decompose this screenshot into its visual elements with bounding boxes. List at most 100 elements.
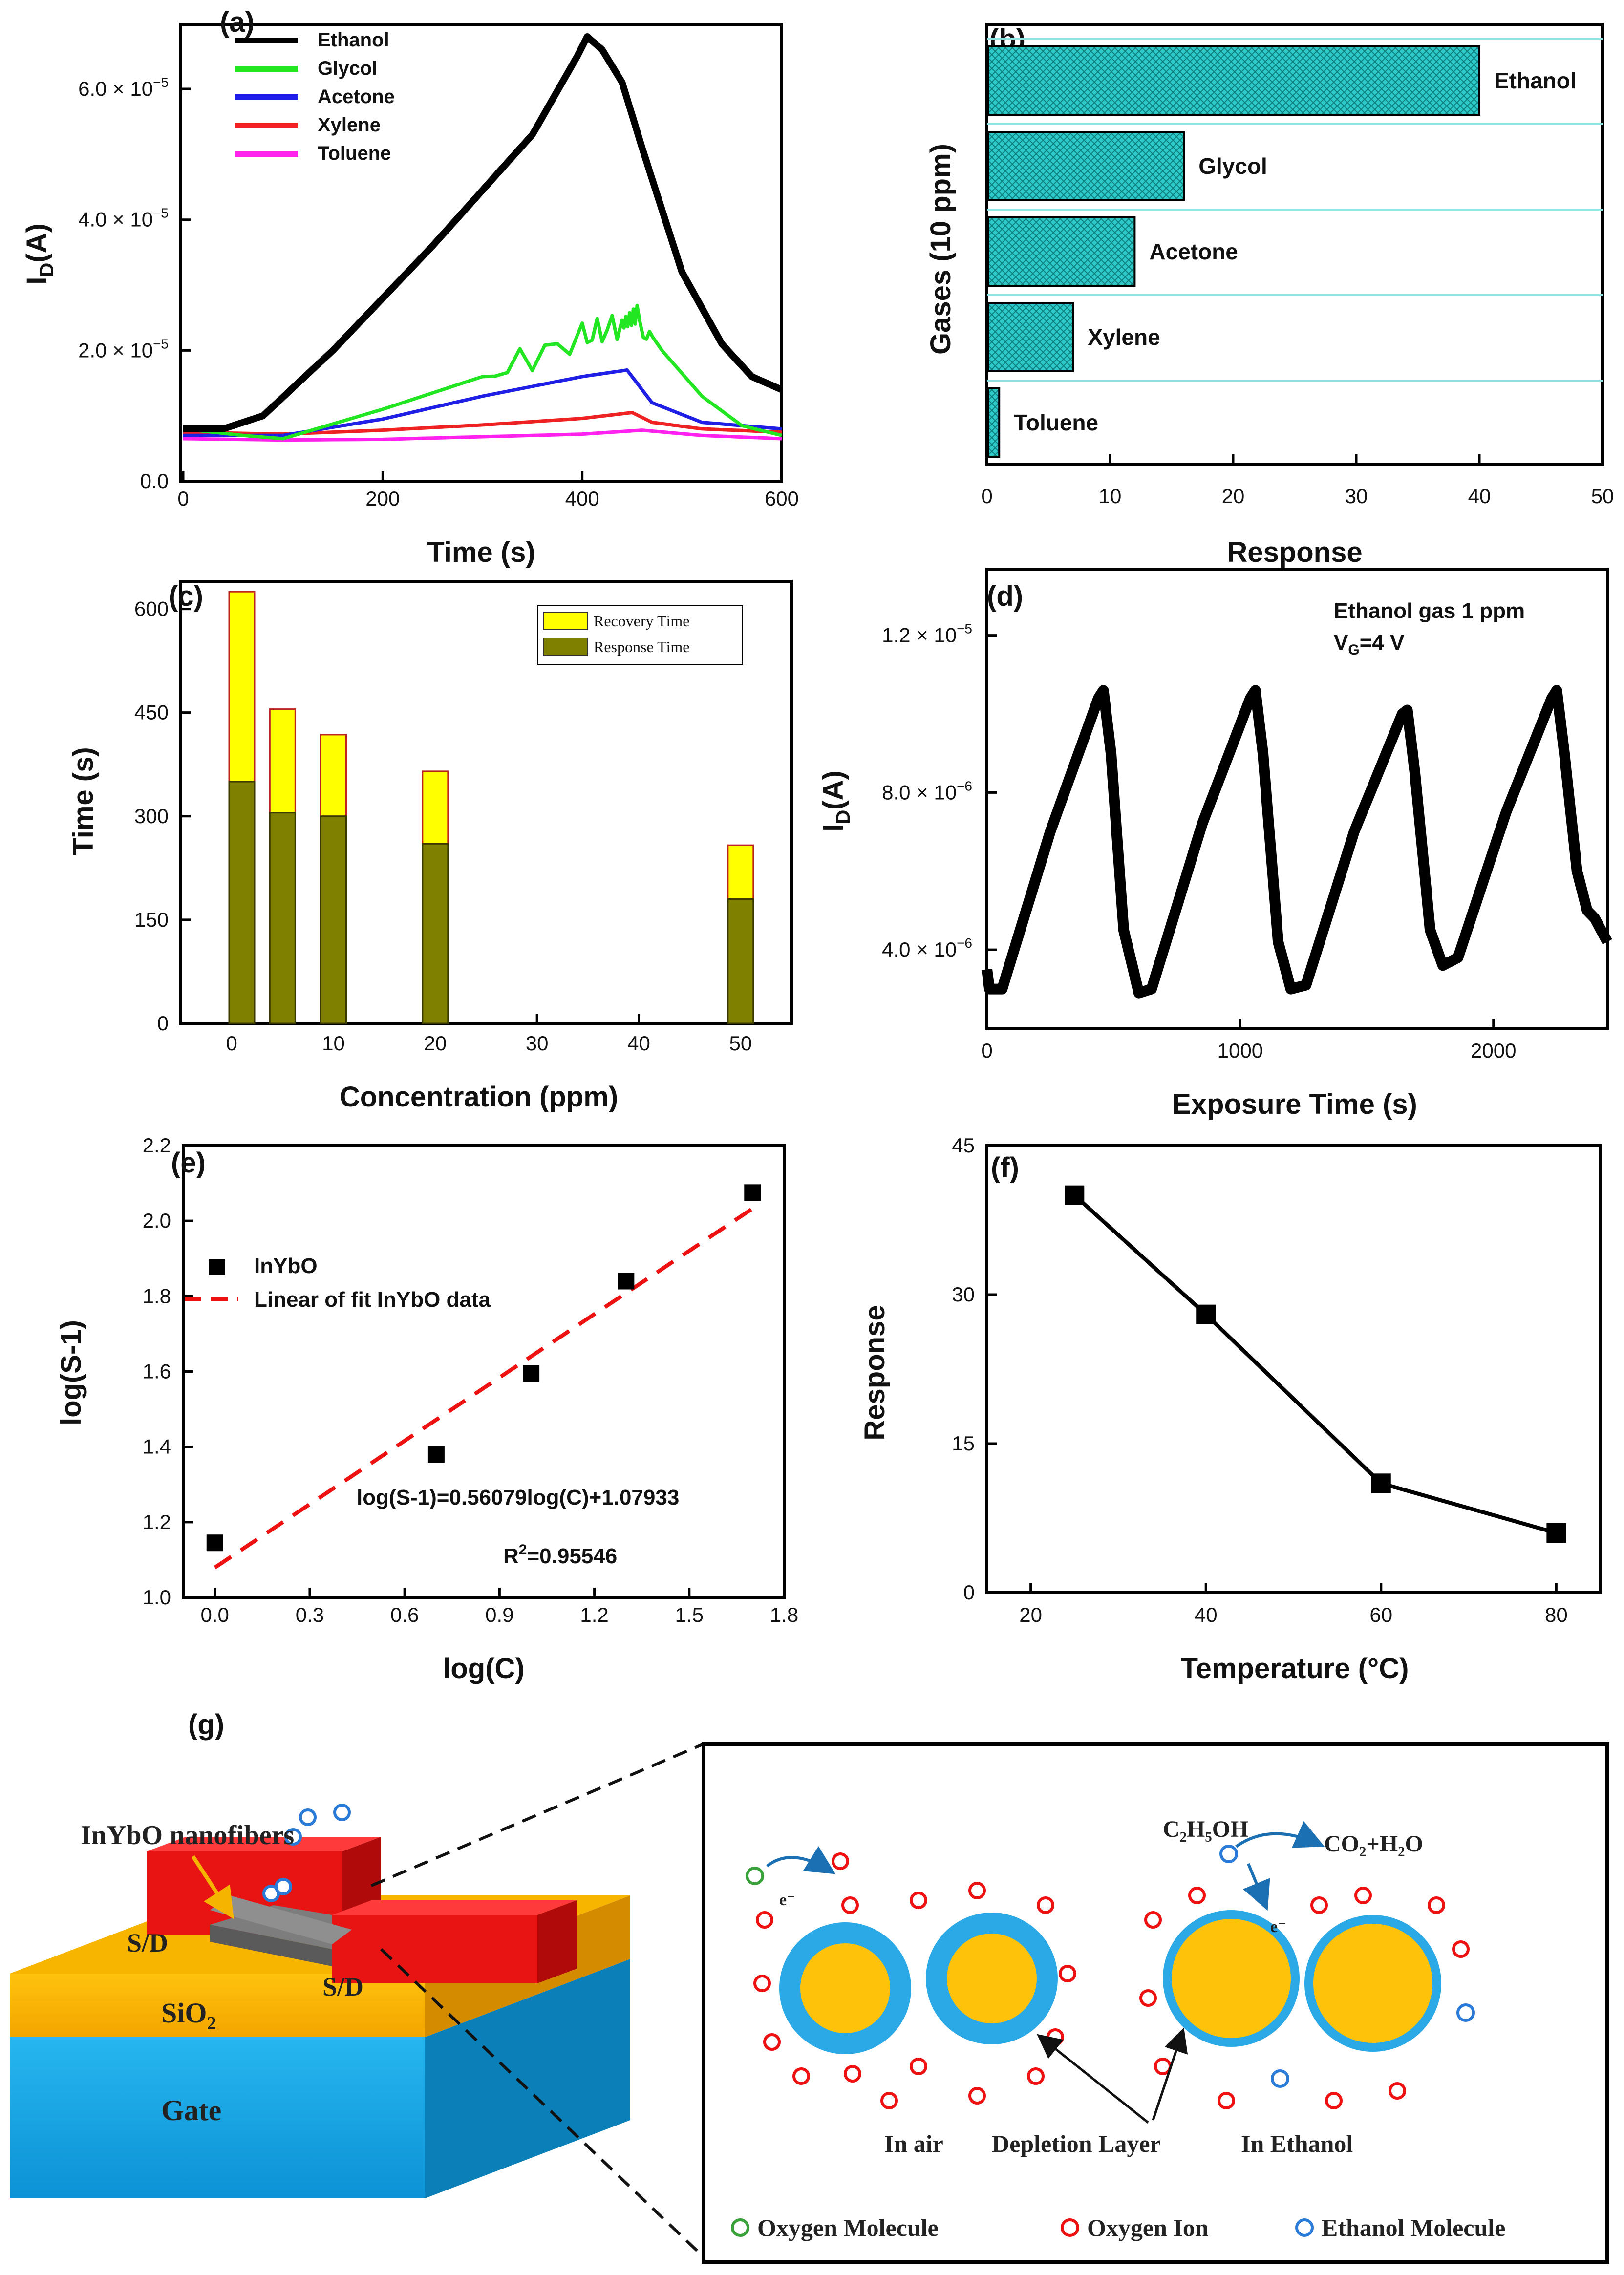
- callout-label: InYbO nanofibers: [81, 1820, 294, 1850]
- panel-label-g: (g): [188, 1709, 224, 1741]
- legend-label-ethanol: Ethanol: [318, 29, 389, 51]
- oxygen-ion: [1027, 2067, 1045, 2085]
- axes-frame-c: [179, 580, 793, 1025]
- x-tick-label-e: 0.9: [485, 1603, 513, 1626]
- y-tick-label-a: 2.0 × 10−5: [78, 336, 169, 361]
- y-tick-label-e: 1.0: [143, 1586, 171, 1609]
- y-axis-label-a: ID(A): [21, 223, 58, 285]
- x-tick-label-d: 2000: [1471, 1039, 1516, 1062]
- panel-label-f: (f): [991, 1152, 1019, 1184]
- y-axis-label-c: Time (s): [67, 747, 99, 855]
- mechanism-diagram: e⁻ e⁻ C₂H₅OH CO₂+H₂O In air Depletion La…: [731, 1816, 1505, 2241]
- depletion-label: Depletion Layer: [992, 2130, 1161, 2157]
- y-tick-label-a: 0.0: [140, 469, 169, 492]
- bar-recovery: [269, 708, 296, 814]
- x-tick-label-c: 30: [526, 1032, 549, 1055]
- annotation-d-gas: Ethanol gas 1 ppm: [1334, 599, 1525, 623]
- panel-c: (c) 0 10 20 30 40 50 0 150 300 450 600 Recovery Ti…: [67, 580, 793, 1113]
- state-air-label: In air: [884, 2130, 943, 2157]
- sd-left-label: S/D: [127, 1928, 168, 1957]
- legend-swatch-recovery: [543, 612, 588, 630]
- oxygen-ion: [844, 2065, 861, 2083]
- series-line-toluene: [183, 428, 782, 442]
- oxygen-ion: [1139, 1989, 1157, 2007]
- data-point: [618, 1273, 635, 1290]
- oxygen-ion: [1218, 2092, 1235, 2109]
- series-line-xylene: [183, 411, 782, 436]
- bar-xylene: [987, 302, 1074, 372]
- oxygen-ion: [968, 1882, 986, 1899]
- x-tick-label-e: 1.8: [770, 1603, 798, 1626]
- fit-equation: log(S-1)=0.56079log(C)+1.07933: [357, 1486, 679, 1510]
- oxygen-ion: [1310, 1896, 1328, 1914]
- bar-glycol: [987, 131, 1185, 201]
- x-tick-label-d: 1000: [1218, 1039, 1263, 1062]
- y-tick-label-d: 1.2 × 10−5: [882, 621, 972, 647]
- bar-label-acetone: Acetone: [1149, 239, 1238, 264]
- bar-response: [320, 815, 347, 1024]
- axes-frame-a: [179, 23, 783, 483]
- x-tick-label-e: 0.6: [390, 1603, 419, 1626]
- y-tick-label-c: 150: [134, 908, 169, 931]
- data-point: [1371, 1473, 1391, 1493]
- x-tick-label-b: 40: [1468, 485, 1491, 508]
- bar-recovery: [320, 734, 347, 817]
- bar-label-glycol: Glycol: [1198, 153, 1267, 179]
- y-tick-label-f: 15: [952, 1432, 975, 1455]
- oxygen-ion: [841, 1896, 859, 1914]
- x-tick-label-b: 30: [1345, 485, 1368, 508]
- legend-label-fit: Linear of fit InYbO data: [254, 1288, 491, 1312]
- x-axis-label-b: Response: [1227, 536, 1362, 568]
- series-line-response: [1073, 1193, 1557, 1535]
- oxygen-ion: [1452, 1940, 1470, 1958]
- x-tick-label-e: 0.3: [296, 1603, 324, 1626]
- bar-label-ethanol: Ethanol: [1494, 68, 1577, 93]
- y-axis-label-d: ID(A): [817, 770, 854, 832]
- oxygen-ion: [1428, 1896, 1445, 1914]
- legend-label-acetone: Acetone: [318, 86, 395, 107]
- series-line-glycol: [183, 304, 782, 441]
- y-axis-label-f: Response: [859, 1305, 891, 1440]
- x-tick-label-e: 1.2: [580, 1603, 608, 1626]
- legend-label-toluene: Toluene: [318, 143, 391, 164]
- panel-g-schematic: (g): [10, 1709, 1609, 2264]
- y-tick-label-a: 6.0 × 10−5: [78, 75, 169, 100]
- legend-label-inybo: InYbO: [254, 1254, 318, 1278]
- y-tick-label-e: 1.2: [143, 1510, 171, 1533]
- y-tick-label-c: 0: [157, 1012, 169, 1035]
- y-tick-label-e: 2.0: [143, 1209, 171, 1232]
- x-tick-label-a: 400: [565, 487, 599, 510]
- gate-label: Gate: [161, 2094, 221, 2126]
- y-tick-label-a: 4.0 × 10−5: [78, 206, 169, 231]
- panel-label-a: (a): [220, 6, 255, 38]
- bar-response: [269, 812, 296, 1024]
- x-tick-label-c: 10: [322, 1032, 345, 1055]
- series-line-ethanol: [183, 33, 783, 432]
- panel-e: (e) 0.0 0.3 0.6 0.9 1.2 1.5 1.8 1.0 1.2 1.4 1.6 1.8…: [55, 1134, 798, 1684]
- x-tick-label-c: 20: [424, 1032, 447, 1055]
- x-tick-label-a: 200: [365, 487, 400, 510]
- panel-a: (a) 0 200 400 600 0.0 2.0 × 10−5 4.0 × 10−5 6.0…: [21, 6, 799, 568]
- bar-response: [727, 898, 754, 1024]
- x-tick-label-c: 50: [729, 1032, 752, 1055]
- state-ethanol-label: In Ethanol: [1241, 2130, 1353, 2157]
- legend-label-recovery: Recovery Time: [594, 612, 689, 630]
- oxide-label: SiO2: [161, 1997, 216, 2034]
- x-tick-label-c: 40: [627, 1032, 650, 1055]
- oxygen-ion: [1389, 2082, 1406, 2100]
- axes-frame-f: [985, 1144, 1602, 1594]
- legend-ethanol-molecule: Ethanol Molecule: [1322, 2214, 1505, 2241]
- oxygen-ion: [1325, 2092, 1343, 2109]
- panel-label-e: (e): [171, 1147, 206, 1179]
- data-point: [206, 1534, 223, 1552]
- oxygen-ion: [1154, 2058, 1172, 2075]
- bar-toluene: [987, 387, 1001, 458]
- x-tick-label-e: 1.5: [675, 1603, 704, 1626]
- fit-line: [214, 1207, 754, 1570]
- oxygen-ion: [1047, 2028, 1064, 2046]
- x-tick-label-b: 10: [1099, 485, 1122, 508]
- panel-label-d: (d): [987, 580, 1023, 612]
- legend-e: InYbO Linear of fit InYbO data: [185, 1254, 491, 1312]
- y-axis-label-e: log(S-1): [55, 1320, 87, 1425]
- reactant-label: C₂H₅OH: [1163, 1816, 1248, 1842]
